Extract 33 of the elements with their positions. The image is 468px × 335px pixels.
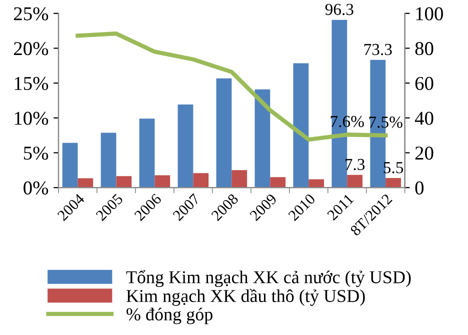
legend-label: Tổng Kim ngạch XK cả nước (tỷ USD) — [126, 270, 411, 288]
y2-tick-label: 80 — [415, 42, 434, 56]
y2-tick-label: 100 — [416, 7, 443, 20]
y2-tick-label: 0 — [415, 181, 424, 195]
bar — [100, 132, 116, 188]
bar — [78, 178, 94, 188]
y2-tick-label: 20 — [415, 146, 434, 160]
bar — [254, 89, 270, 188]
y-tick-label: 25% — [14, 7, 48, 20]
bar — [216, 78, 232, 188]
bar — [232, 170, 248, 188]
bar — [139, 118, 155, 188]
y-tick-label: 0% — [24, 181, 48, 195]
bar — [386, 178, 401, 188]
y-tick-label: 10% — [14, 112, 48, 125]
y2-tick-label: 60 — [415, 76, 434, 90]
data-label: 73.3 — [364, 44, 392, 56]
y-tick-label: 20% — [14, 42, 48, 56]
bar — [270, 177, 286, 188]
legend-label: Kim ngạch XK dầu thô (tỷ USD) — [126, 288, 365, 306]
bar — [193, 173, 209, 188]
bar — [178, 104, 194, 188]
y2-tick-label: 40 — [414, 112, 434, 125]
data-label: 96.3 — [325, 4, 354, 16]
bar — [154, 175, 170, 188]
y-tick-label: 5% — [24, 146, 48, 160]
bar — [62, 142, 78, 188]
legend-label: % đóng góp — [126, 308, 212, 324]
bar — [293, 63, 309, 188]
bar — [347, 174, 362, 188]
bar — [116, 176, 132, 188]
bar — [308, 179, 324, 188]
y-tick-label: 15% — [14, 76, 48, 90]
